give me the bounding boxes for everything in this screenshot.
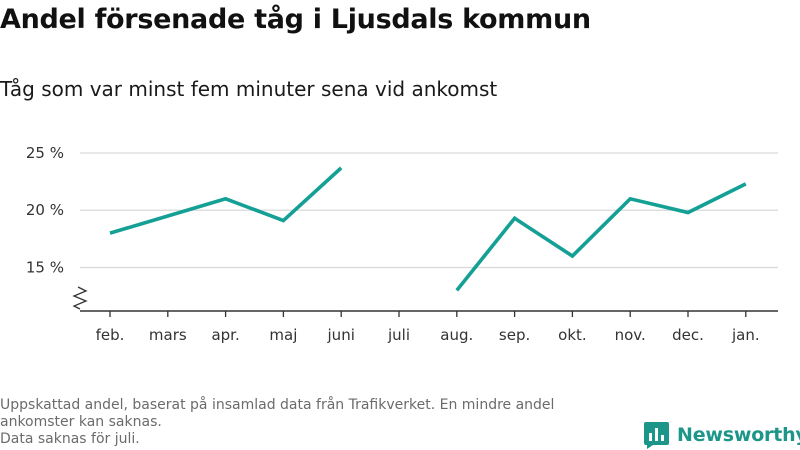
x-tick-label: juli (387, 326, 410, 344)
chart-subtitle: Tåg som var minst fem minuter sena vid a… (0, 77, 498, 101)
newsworthy-logo-text: Newsworthy (677, 424, 800, 446)
newsworthy-logo[interactable]: Newsworthy (644, 421, 800, 449)
x-axis (72, 286, 778, 317)
x-tick-label: aug. (440, 326, 473, 344)
series-line-segment (109, 166, 343, 235)
x-tick-label: maj (269, 326, 297, 344)
axis-break-icon (72, 286, 88, 310)
x-tick-label: mars (149, 326, 187, 344)
x-tick-label: dec. (672, 326, 704, 344)
x-tick-label: apr. (211, 326, 239, 344)
footer-source-note: Uppskattad andel, baserat på insamlad da… (0, 397, 555, 430)
gridlines (80, 152, 778, 269)
chart-title: Andel försenade tåg i Ljusdals kommun (0, 4, 591, 35)
series-line-segment (455, 182, 747, 292)
x-tick-label: feb. (96, 326, 125, 344)
y-axis-tick-labels: 15 % 20 % 25 % (26, 144, 64, 276)
x-tick-label: okt. (558, 326, 587, 344)
x-tick-label: nov. (615, 326, 646, 344)
x-axis-tick-labels: feb. mars apr. maj juni juli aug. sep. okt. nov. d… (96, 326, 760, 344)
x-tick-label: jan. (731, 326, 760, 344)
newsworthy-logo-icon (644, 421, 669, 449)
y-tick-label: 25 % (26, 144, 64, 162)
series-lines (109, 166, 747, 292)
y-tick-label: 15 % (26, 258, 64, 276)
x-tick-label: sep. (499, 326, 530, 344)
x-tick-label: juni (327, 326, 355, 344)
y-tick-label: 20 % (26, 201, 64, 219)
line-chart: 15 % 20 % 25 % feb. mars apr. maj juni juli aug.… (26, 144, 778, 344)
footer-notes: Uppskattad andel, baserat på insamlad da… (0, 397, 640, 448)
footer-missing-data-note: Data saknas för juli. (0, 431, 140, 447)
